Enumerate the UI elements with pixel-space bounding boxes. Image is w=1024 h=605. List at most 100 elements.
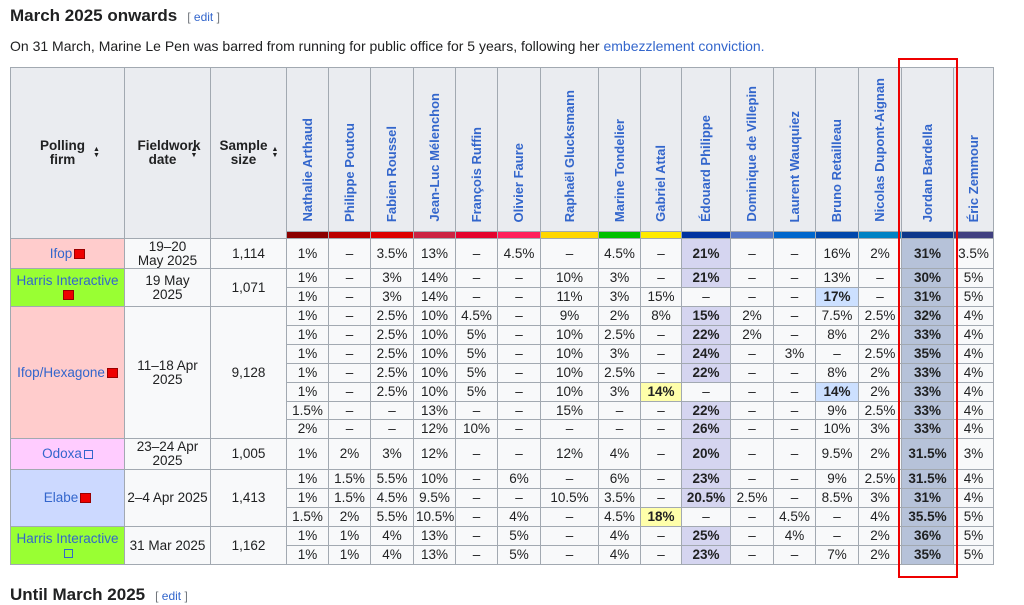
poll-value: – — [773, 545, 816, 565]
poll-value: – — [370, 401, 414, 420]
date-text: 23–24 Apr 2025 — [136, 439, 199, 468]
poll-value: 12% — [413, 438, 456, 470]
candidate-name[interactable]: Olivier Faure — [511, 142, 526, 222]
poll-value: – — [497, 325, 541, 345]
poll-value: – — [815, 526, 859, 546]
candidate-name[interactable]: Nathalie Arthaud — [299, 118, 315, 222]
poll-value: – — [540, 238, 599, 269]
poll-value: 1% — [286, 306, 329, 326]
candidate-header: Gabriel Attal — [640, 67, 682, 232]
candidate-name[interactable]: Bruno Retailleau — [829, 118, 844, 222]
sample-cell: 9,128 — [210, 306, 287, 439]
candidate-name[interactable]: Jordan Bardella — [919, 123, 935, 222]
poll-value: – — [730, 507, 774, 527]
poll-value: 10% — [540, 325, 599, 345]
poll-value: – — [815, 507, 859, 527]
poll-value: 14% — [640, 382, 682, 402]
poll-value: – — [370, 419, 414, 439]
candidate-name[interactable]: Marine Tondelier — [611, 118, 627, 222]
party-color — [413, 231, 456, 239]
poll-value: 33% — [901, 419, 954, 439]
poll-value: 33% — [901, 363, 954, 383]
poll-value: 5% — [953, 287, 994, 307]
firm-link[interactable]: Ifop/Hexagone — [17, 364, 105, 380]
party-color — [540, 231, 599, 239]
poll-value: – — [858, 287, 902, 307]
candidate-name[interactable]: Fabien Roussel — [384, 125, 399, 222]
poll-value: 9% — [815, 469, 859, 489]
edit-link[interactable]: edit — [193, 10, 214, 24]
poll-value: 11% — [540, 287, 599, 307]
poll-value: – — [598, 419, 641, 439]
candidate-name[interactable]: François Ruffin — [468, 126, 484, 222]
poll-value: – — [773, 419, 816, 439]
sample-cell: 1,162 — [210, 526, 287, 565]
poll-value: 2.5% — [370, 382, 414, 402]
intro-link[interactable]: embezzlement conviction. — [603, 38, 765, 54]
date-text: 19 May 2025 — [145, 272, 190, 302]
data-row: 1.5% 2% 5.5% 10.5% –4% –4.5% 18% – –4.5% –4% 35.5%… — [11, 507, 994, 527]
poll-value: 5% — [497, 526, 541, 546]
poll-value: – — [730, 287, 774, 307]
poll-value: 2% — [328, 438, 371, 470]
poll-value: 2.5% — [858, 469, 902, 489]
candidate-name[interactable]: Nicolas Dupont-Aignan — [872, 78, 887, 222]
poll-value: 10% — [413, 344, 456, 364]
poll-value: 4.5% — [598, 507, 641, 527]
poll-value: – — [497, 488, 541, 508]
candidate-header: Marine Tondelier — [598, 67, 641, 232]
poll-value: – — [640, 545, 682, 565]
candidate-name[interactable]: Philippe Poutou — [341, 123, 357, 222]
firm-cell: Odoxa — [10, 438, 125, 470]
poll-value: – — [858, 268, 902, 288]
poll-value: 9.5% — [413, 488, 456, 508]
poll-value: – — [773, 268, 816, 288]
firm-link[interactable]: Odoxa — [42, 446, 82, 461]
candidate-name[interactable]: Dominique de Villepin — [744, 86, 759, 222]
firm-link[interactable]: Harris Interactive — [16, 530, 119, 546]
poll-value: – — [681, 507, 731, 527]
poll-value: 2% — [598, 306, 641, 326]
poll-value: 3% — [598, 287, 641, 307]
poll-value: 1% — [286, 363, 329, 383]
candidate-name[interactable]: Édouard Philippe — [698, 115, 713, 222]
date-text: 2–4 Apr 2025 — [127, 490, 208, 505]
data-row: Harris Interactive 31 Mar 2025 1,162 1% 1% 4%… — [10, 526, 994, 565]
date-text: 11–18 Apr 2025 — [137, 357, 198, 387]
poll-value: – — [730, 238, 774, 269]
poll-value: – — [773, 401, 816, 420]
poll-value: 4.5% — [773, 507, 816, 527]
candidate-name[interactable]: Laurent Wauquiez — [786, 110, 802, 222]
firm-link[interactable]: Elabe — [43, 490, 79, 505]
poll-value: – — [773, 438, 816, 470]
candidate-name[interactable]: Jean-Luc Mélenchon — [426, 93, 442, 222]
poll-value: – — [598, 401, 641, 420]
data-row: Odoxa 23–24 Apr 2025 1,005 1% 2% 3% 12% – –12% 4%… — [10, 438, 994, 470]
date-text: 19–20 May 2025 — [137, 238, 198, 268]
candidate-name[interactable]: Raphaël Glucksmann — [561, 89, 577, 222]
data-row: 1% 1% 4% 13% –5% –4% –23% – –7% 2% 35% 5% — [11, 545, 994, 565]
firm-link[interactable]: Ifop — [49, 245, 73, 261]
poll-value: 5% — [455, 325, 498, 345]
poll-value: 7% — [815, 545, 859, 565]
poll-value: 2% — [286, 419, 329, 439]
candidate-header: Nathalie Arthaud — [286, 67, 329, 232]
source-icon — [74, 248, 86, 259]
party-color — [858, 231, 902, 239]
candidate-name[interactable]: Gabriel Attal — [653, 145, 668, 222]
poll-value: 10% — [413, 363, 456, 383]
candidate-name[interactable]: Éric Zemmour — [965, 134, 981, 222]
poll-value: – — [730, 438, 774, 470]
poll-value: 35% — [901, 344, 954, 364]
edit-link[interactable]: edit — [161, 589, 182, 603]
firm-link[interactable]: Harris Interactive — [16, 272, 119, 288]
poll-value: 5% — [953, 545, 994, 565]
poll-value: 3% — [370, 268, 414, 288]
poll-value: 13% — [413, 401, 456, 420]
poll-value: 1% — [286, 287, 329, 307]
poll-value: – — [730, 401, 774, 420]
poll-value: 4% — [598, 438, 641, 470]
poll-value: 5% — [455, 363, 498, 383]
poll-value: 5.5% — [370, 507, 414, 527]
poll-value: 12% — [540, 438, 599, 470]
